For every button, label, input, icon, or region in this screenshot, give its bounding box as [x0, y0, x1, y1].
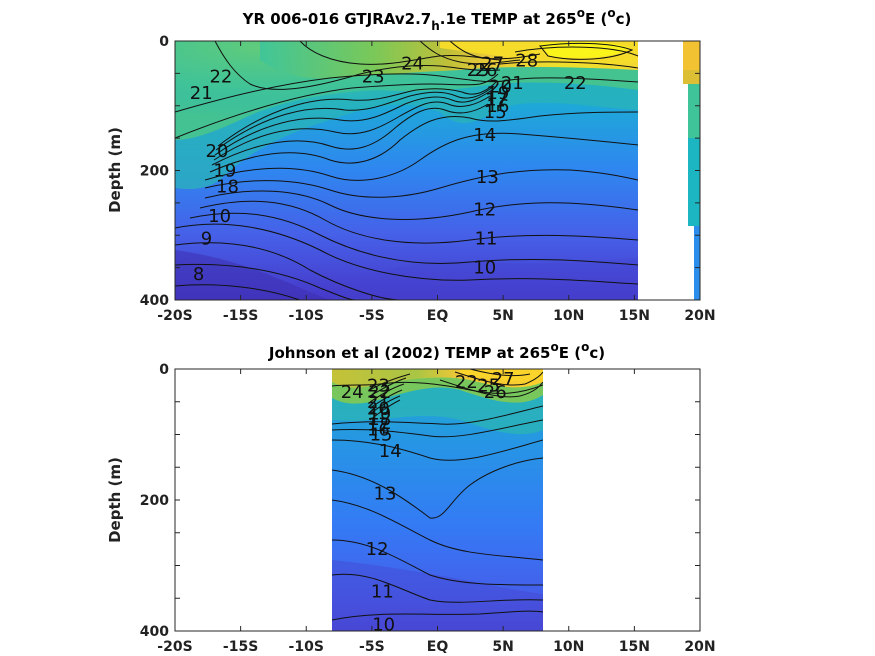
y-tick-label: 0 — [159, 34, 169, 50]
contour-label: 22 — [209, 67, 232, 88]
contour-label: 8 — [193, 264, 204, 285]
contour-label: 24 — [341, 382, 364, 403]
x-tick-label: -20S — [157, 639, 192, 655]
contour-label: 10 — [372, 614, 395, 635]
contour-label: 25 — [467, 60, 490, 81]
x-tick-label: -5S — [359, 308, 385, 324]
x-tick-label: 10N — [553, 308, 584, 324]
contour-label: 17 — [367, 415, 390, 436]
contour-label: 19 — [368, 404, 391, 425]
x-tick-label: 10N — [553, 639, 584, 655]
contour-label: 20 — [489, 76, 512, 97]
contour-label: 22 — [455, 372, 478, 393]
contour-label: 27 — [481, 54, 504, 75]
contour-label: 15 — [484, 102, 507, 123]
y-tick-label: 400 — [140, 293, 169, 309]
x-tick-label: -20S — [157, 308, 192, 324]
x-tick-label: 5N — [492, 639, 513, 655]
contour-label: 26 — [475, 60, 498, 81]
contour-label: 20 — [206, 141, 229, 162]
contour-lines — [332, 369, 543, 621]
contour-label: 14 — [473, 125, 496, 146]
contour-label: 16 — [486, 96, 509, 117]
y-axis-label: Depth (m) — [106, 127, 124, 213]
contour-label: 11 — [475, 228, 498, 249]
x-tick-label: 15N — [619, 308, 650, 324]
x-tick-label: -15S — [223, 308, 258, 324]
contour-label: 22 — [564, 73, 587, 94]
y-tick-label: 200 — [140, 164, 169, 180]
x-tick-label: -10S — [289, 308, 324, 324]
x-tick-label: EQ — [427, 639, 449, 655]
contour-label: 12 — [366, 539, 389, 560]
contour-label: 28 — [515, 50, 538, 71]
x-tick-label: EQ — [427, 308, 449, 324]
contour-label: 10 — [208, 206, 231, 227]
contour-label: 21 — [190, 83, 213, 104]
contour-label: 21 — [367, 392, 390, 413]
contour-label: 24 — [401, 54, 424, 75]
contour-label: 21 — [501, 73, 524, 94]
y-tick-label: 400 — [140, 624, 169, 640]
contour-label: 14 — [379, 441, 402, 462]
contour-label: 22 — [368, 382, 391, 403]
contour-label: 18 — [368, 409, 391, 430]
x-tick-labels: -20S -15S -10S -5S EQ 5N 10N 15N 20N — [157, 308, 715, 324]
contour-label: 20 — [367, 398, 390, 419]
x-tick-label: -5S — [359, 639, 385, 655]
x-tick-label: 20N — [684, 308, 715, 324]
x-tick-label: 15N — [619, 639, 650, 655]
tick-marks — [174, 40, 701, 301]
y-tick-labels: 0 200 400 — [140, 34, 169, 309]
y-tick-labels: 0 200 400 — [140, 362, 169, 640]
chart-title: YR 006-016 GTJRAv2.7h.1e TEMP at 265oE (… — [242, 6, 632, 33]
x-tick-labels: -20S -15S -10S -5S EQ 5N 10N 15N 20N — [157, 639, 715, 655]
contour-label: 17 — [485, 89, 508, 110]
contour-label: 19 — [213, 161, 236, 182]
temperature-field — [332, 369, 543, 631]
chart-title: Johnson et al (2002) TEMP at 265oE (oc) — [268, 340, 605, 362]
contour-label: 19 — [486, 83, 509, 104]
x-tick-label: 5N — [492, 308, 513, 324]
contour-label: 15 — [370, 425, 393, 446]
contour-label: 13 — [476, 167, 499, 188]
contour-label: 9 — [201, 228, 212, 249]
contour-label: 25 — [477, 375, 500, 396]
contour-label: 10 — [473, 258, 496, 279]
y-axis-label: Depth (m) — [106, 457, 124, 543]
x-tick-label: -15S — [223, 639, 258, 655]
contour-label: 12 — [473, 199, 496, 220]
y-tick-label: 200 — [140, 493, 169, 509]
contour-label: 26 — [484, 382, 507, 403]
tick-marks — [174, 368, 701, 632]
contour-label: 16 — [367, 419, 390, 440]
contour-label: 23 — [362, 67, 385, 88]
contour-label: 18 — [216, 177, 239, 198]
y-tick-label: 0 — [159, 362, 169, 378]
x-tick-label: -10S — [289, 639, 324, 655]
contour-label: 13 — [374, 483, 397, 504]
contour-label: 11 — [371, 582, 394, 603]
contour-label: 23 — [367, 375, 390, 396]
x-tick-label: 20N — [684, 639, 715, 655]
contour-lines — [175, 41, 639, 300]
temperature-field — [175, 41, 700, 300]
contour-label: 27 — [492, 369, 515, 390]
